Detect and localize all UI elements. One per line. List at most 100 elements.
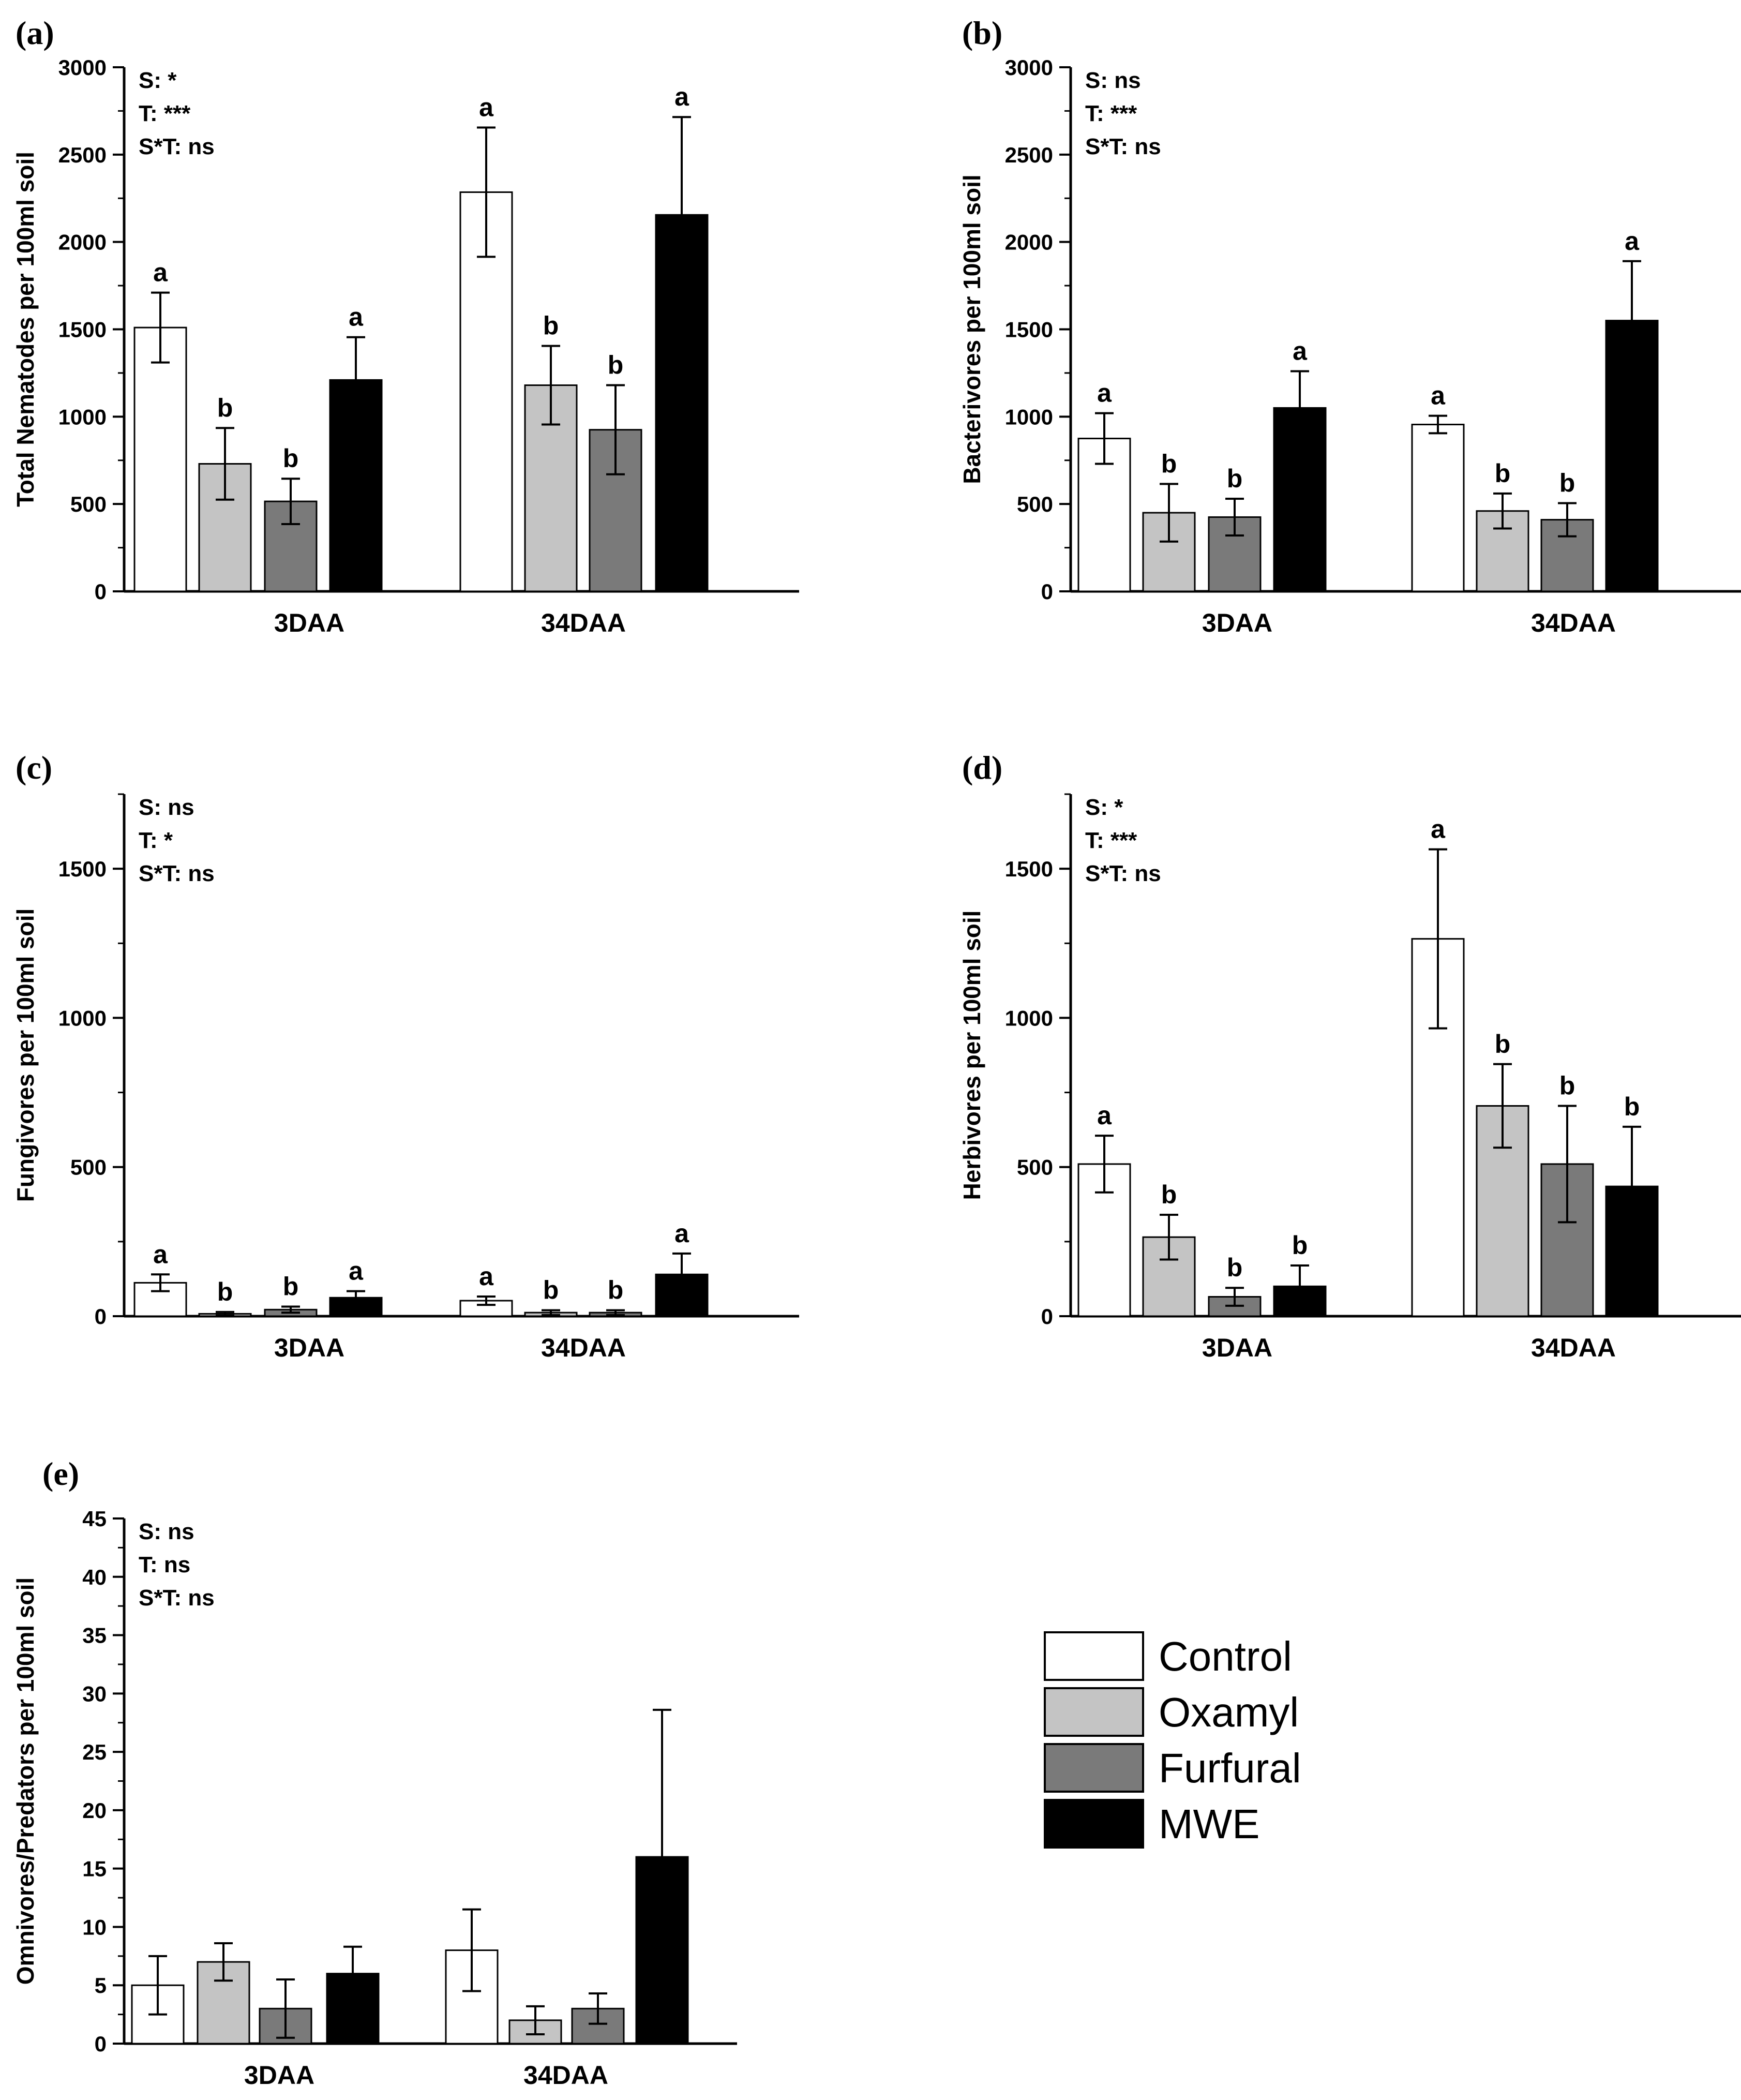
panel-label: (b) — [962, 14, 1002, 51]
significance-letter: b — [1161, 1180, 1177, 1209]
panel-label: (e) — [42, 1455, 79, 1492]
significance-letter: b — [1495, 459, 1511, 488]
y-tick-label: 1500 — [58, 857, 107, 881]
legend-item-oxamyl: Oxamyl — [1044, 1687, 1299, 1737]
y-tick-label: 500 — [1017, 1155, 1053, 1180]
significance-letter: b — [217, 1277, 233, 1306]
y-tick-label: 15 — [82, 1857, 107, 1881]
error-bar — [214, 1942, 233, 1982]
error-bar — [1225, 498, 1244, 537]
error-bar — [653, 1708, 671, 2005]
significance-letter: a — [1097, 1101, 1112, 1130]
error-bar — [1160, 1213, 1178, 1261]
legend-label: MWE — [1159, 1801, 1260, 1847]
stat-text: S: ns — [139, 1519, 194, 1544]
error-bar — [1095, 1135, 1114, 1194]
y-tick-label: 45 — [82, 1507, 107, 1531]
legend-item-furfural: Furfural — [1044, 1743, 1301, 1793]
significance-letter: a — [1431, 381, 1446, 410]
significance-letter: a — [153, 1240, 168, 1269]
significance-letter: b — [1559, 1071, 1575, 1100]
error-bar — [151, 291, 170, 364]
error-bar — [1558, 1105, 1577, 1224]
error-bar — [148, 1955, 167, 2016]
legend-label: Control — [1159, 1633, 1292, 1679]
stat-text: S*T: ns — [139, 1585, 215, 1611]
significance-letter: a — [1293, 337, 1308, 366]
significance-letter: a — [349, 1257, 364, 1286]
y-tick-label: 0 — [95, 2032, 107, 2056]
error-bar — [1290, 370, 1309, 446]
error-bar — [1290, 1264, 1309, 1308]
legend: Control Oxamyl Furfural MWE — [1044, 1631, 1301, 1849]
y-axis-title: Fungivores per 100ml soil — [12, 908, 39, 1202]
y-tick-label: 3000 — [1005, 55, 1053, 80]
category-label: 34DAA — [1531, 1333, 1616, 1362]
category-label: 34DAA — [523, 2061, 608, 2090]
error-bar — [343, 1945, 362, 2002]
error-bar — [672, 1252, 691, 1297]
y-axis-title: Herbivores per 100ml soil — [958, 911, 985, 1200]
error-bar — [276, 1978, 295, 2039]
y-tick-label: 35 — [82, 1624, 107, 1648]
y-tick-label: 3000 — [58, 55, 107, 80]
y-tick-label: 500 — [70, 1155, 107, 1180]
category-label: 3DAA — [244, 2061, 314, 2090]
y-tick-label: 2500 — [58, 143, 107, 167]
legend-item-control: Control — [1044, 1631, 1292, 1681]
significance-letter: b — [543, 311, 559, 340]
significance-letter: b — [608, 351, 624, 380]
error-bar — [347, 1290, 365, 1305]
legend-label: Oxamyl — [1159, 1689, 1299, 1735]
bar-control — [1077, 438, 1131, 592]
y-tick-label: 0 — [1041, 579, 1053, 604]
legend-swatch — [1044, 1687, 1144, 1737]
category-label: 3DAA — [1202, 1333, 1272, 1362]
panel-a: (a) 0 500 1000 1500 2000 2500 3000 Total Nematod… — [12, 14, 799, 637]
significance-letter: b — [1161, 449, 1177, 478]
significance-letter: b — [1227, 1253, 1243, 1282]
error-bar — [462, 1908, 481, 1992]
legend-item-mwe: MWE — [1044, 1799, 1260, 1849]
error-bar — [281, 1305, 300, 1314]
panel-e: (e) 0 5 10 15 20 25 30 35 40 45 Omnivores/Predators… — [12, 1455, 737, 2090]
error-bar — [542, 345, 560, 426]
y-tick-label: 30 — [82, 1681, 107, 1706]
significance-letter: b — [543, 1275, 559, 1304]
significance-letter: a — [479, 93, 494, 122]
error-bar — [606, 1309, 625, 1316]
category-label: 34DAA — [1531, 608, 1616, 637]
y-tick-label: 1500 — [1005, 318, 1053, 342]
category-label: 34DAA — [541, 1333, 626, 1362]
panel-label: (c) — [16, 749, 52, 786]
significance-letter: a — [1431, 815, 1446, 844]
y-tick-label: 5 — [95, 1973, 107, 1998]
error-bar — [1429, 414, 1447, 435]
significance-letter: b — [1292, 1231, 1308, 1260]
error-bar — [1558, 502, 1577, 538]
y-tick-label: 0 — [95, 579, 107, 604]
stat-text: S: * — [139, 68, 177, 93]
error-bar — [589, 1992, 607, 2025]
significance-letter: b — [1495, 1030, 1511, 1059]
error-bar — [216, 427, 234, 501]
y-tick-label: 1500 — [58, 318, 107, 342]
category-label: 3DAA — [274, 1333, 344, 1362]
significance-letter: a — [349, 303, 364, 332]
y-tick-label: 25 — [82, 1740, 107, 1764]
y-tick-label: 2000 — [1005, 230, 1053, 255]
category-label: 34DAA — [541, 608, 626, 637]
stat-text: S*T: ns — [1085, 861, 1161, 886]
legend-swatch — [1044, 1631, 1144, 1681]
significance-letter: b — [217, 393, 233, 422]
stat-text: T: *** — [1085, 828, 1137, 853]
bar-control — [133, 326, 187, 592]
error-bar — [477, 1295, 496, 1306]
y-tick-label: 1000 — [58, 1006, 107, 1030]
error-bar — [1493, 1063, 1512, 1149]
legend-swatch — [1044, 1743, 1144, 1793]
stat-text: T: * — [139, 828, 173, 853]
stat-text: S: ns — [139, 795, 194, 820]
stat-text: S*T: ns — [139, 134, 215, 159]
y-tick-label: 1000 — [1005, 1006, 1053, 1030]
